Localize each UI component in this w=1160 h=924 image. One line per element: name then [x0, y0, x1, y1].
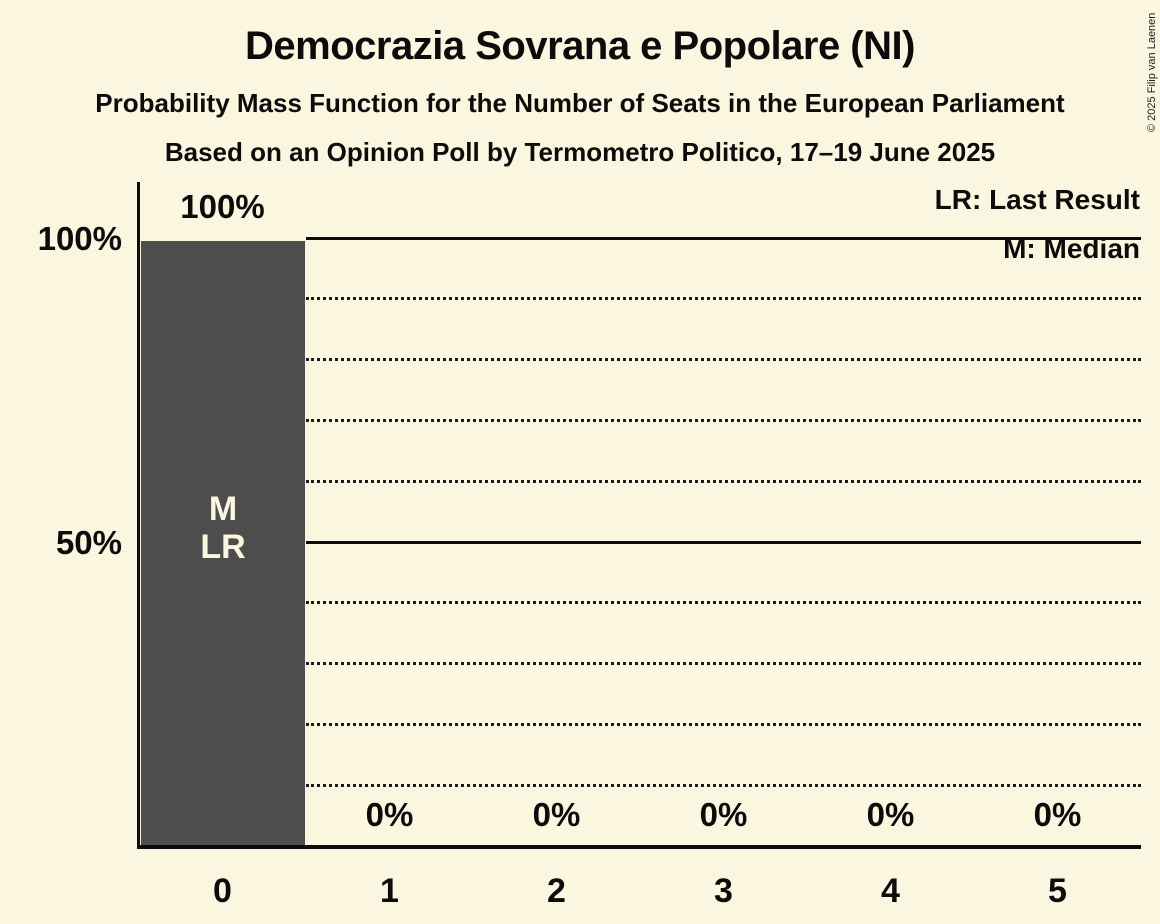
value-label-seats-4: 0%	[866, 796, 915, 833]
x-axis	[137, 845, 1141, 849]
x-tick-2: 2	[547, 872, 566, 910]
bar-median-lastresult-annotation: M LR	[141, 490, 305, 566]
y-axis	[137, 182, 140, 849]
legend-last-result: LR: Last Result	[934, 184, 1140, 215]
gridline-70pct	[306, 419, 1141, 422]
value-label-seats-2: 0%	[532, 796, 581, 833]
chart-subtitle: Probability Mass Function for the Number…	[95, 88, 1065, 118]
gridline-50pct	[306, 541, 1141, 544]
gridline-10pct	[306, 784, 1141, 787]
bar-seats-0	[141, 241, 305, 845]
gridline-40pct	[306, 601, 1141, 604]
x-tick-0: 0	[213, 872, 232, 910]
value-label-seats-3: 0%	[699, 796, 748, 833]
copyright-notice: © 2025 Filip van Laenen	[1146, 12, 1158, 132]
value-label-seats-5: 0%	[1033, 796, 1082, 833]
gridline-90pct	[306, 297, 1141, 300]
x-tick-4: 4	[881, 872, 900, 910]
value-label-seats-0: 100%	[180, 188, 265, 225]
chart-source-subtitle: Based on an Opinion Poll by Termometro P…	[164, 137, 996, 167]
gridline-20pct	[306, 723, 1141, 726]
gridline-60pct	[306, 480, 1141, 483]
x-tick-1: 1	[380, 872, 399, 910]
gridline-80pct	[306, 358, 1141, 361]
y-axis-tick-100: 100%	[37, 220, 122, 257]
y-axis-tick-50: 50%	[55, 524, 122, 561]
x-tick-3: 3	[714, 872, 733, 910]
value-label-seats-1: 0%	[365, 796, 414, 833]
gridline-30pct	[306, 662, 1141, 665]
gridline-100pct	[306, 237, 1141, 240]
chart-title: Democrazia Sovrana e Popolare (NI)	[245, 24, 915, 68]
x-tick-5: 5	[1048, 872, 1067, 910]
median-marker: M	[208, 490, 238, 528]
last-result-marker: LR	[200, 528, 246, 566]
